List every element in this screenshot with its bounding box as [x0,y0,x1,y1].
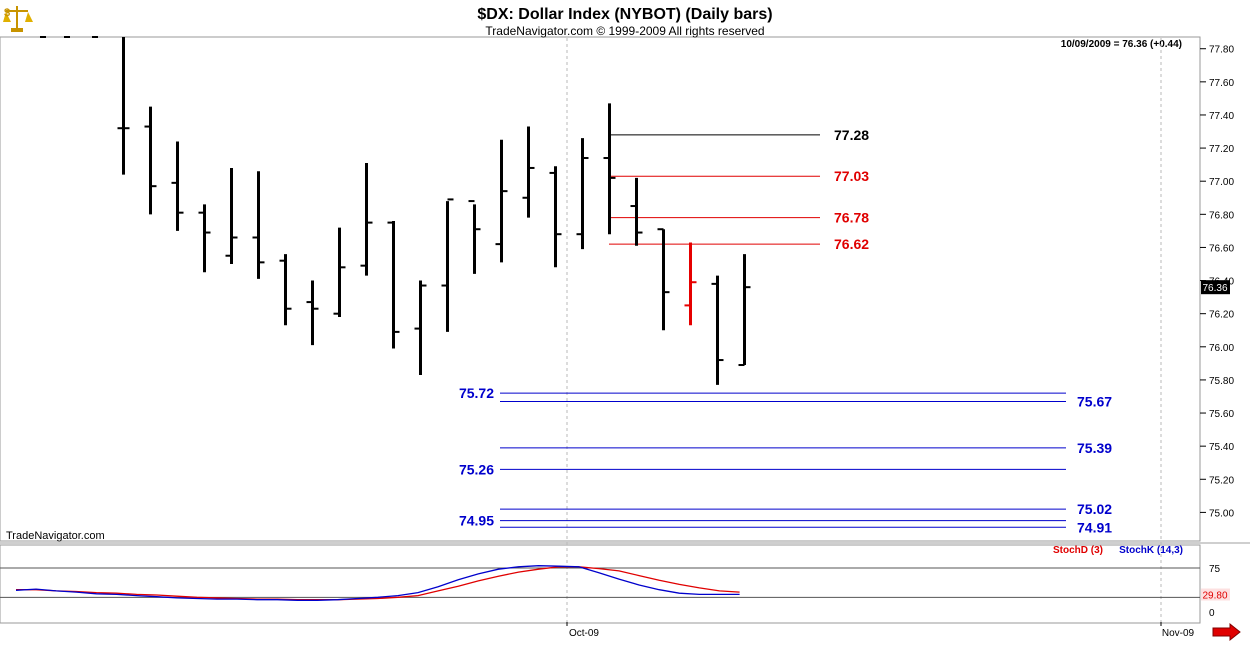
y-tick-label: 75.60 [1209,409,1234,420]
date-axis: Oct-09 Nov-09 [566,622,1195,639]
y-tick-label: 76.80 [1209,210,1234,221]
stochastic-series-line [16,566,740,601]
scales-of-justice-icon: $ [3,6,33,32]
ohlc-bars [40,36,751,385]
level-label: 76.78 [834,210,869,226]
y-tick-label: 77.60 [1209,78,1234,89]
stochastic-lines: 75 0 [0,564,1221,619]
x-tick-label: Oct-09 [569,628,599,639]
y-tick-label: 76.20 [1209,310,1234,321]
y-tick-label: 77.00 [1209,177,1234,188]
y-tick-label: 76.00 [1209,343,1234,354]
y-tick-label: 75.20 [1209,475,1234,486]
y-tick-label: 76.60 [1209,243,1234,254]
legend-stochk: StochK (14,3) [1119,545,1183,556]
stochastic-tick-label: 75 [1209,564,1221,575]
price-panel-frame [0,36,1201,542]
y-tick-label: 77.40 [1209,111,1234,122]
level-label: 74.95 [459,513,494,529]
legend-stochd: StochD (3) [1053,545,1103,556]
stochastic-series-line [15,565,740,601]
y-tick-label: 75.80 [1209,376,1234,387]
stochastic-tick-label: 0 [1209,608,1215,619]
chart-title: $DX: Dollar Index (NYBOT) (Daily bars) [477,6,772,23]
level-label: 76.62 [834,236,869,252]
level-lines: 77.28 77.03 76.78 76.62 75.72 75.67 75.39 75.26… [459,127,1112,535]
y-tick-label: 75.40 [1209,442,1234,453]
quote-readout: 10/09/2009 = 76.36 (+0.44) [1061,39,1182,50]
svg-text:$: $ [4,7,10,19]
level-label: 74.91 [1077,519,1112,535]
level-label: 77.28 [834,127,869,143]
scroll-right-arrow-icon[interactable] [1212,622,1241,642]
stochastic-last-value: 29.80 [1202,591,1227,602]
stochastic-panel-frame [0,544,1201,624]
y-tick-label: 77.20 [1209,144,1234,155]
level-label: 77.03 [834,168,869,184]
last-price-tag: 76.36 [1201,280,1230,295]
level-label: 75.72 [459,385,494,401]
x-tick-label: Nov-09 [1162,628,1195,639]
y-tick-label: 75.00 [1209,508,1234,519]
y-tick-label: 77.80 [1209,45,1234,56]
stochastic-value-tag: 29.80 [1201,588,1230,602]
level-label: 75.26 [459,461,494,477]
watermark-text: TradeNavigator.com [6,530,105,542]
copyright-text: TradeNavigator.com © 1999-2009 All right… [485,24,764,38]
vertical-gridlines [566,38,1162,622]
level-label: 75.39 [1077,440,1112,456]
last-price-label: 76.36 [1202,283,1227,294]
level-label: 75.02 [1077,501,1112,517]
level-label: 75.67 [1077,393,1112,409]
